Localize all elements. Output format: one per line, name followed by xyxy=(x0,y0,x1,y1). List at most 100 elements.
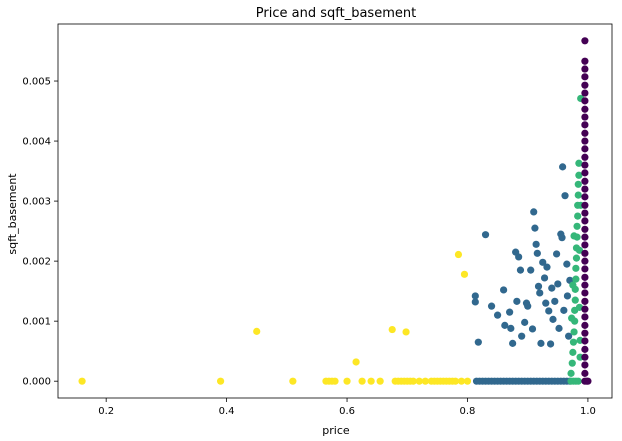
scatter-point xyxy=(563,292,572,300)
scatter-point xyxy=(581,177,589,185)
scatter-point xyxy=(575,171,583,179)
scatter-point xyxy=(493,311,502,319)
scatter-point xyxy=(506,308,514,316)
x-axis: 0.2 0.4 0.6 0.8 1.0 xyxy=(98,398,596,417)
y-tick-label: 0.005 xyxy=(22,77,51,88)
scatter-point xyxy=(537,339,545,347)
y-tick-label: 0.000 xyxy=(22,377,51,388)
scatter-point xyxy=(573,222,581,230)
y-tick-label: 0.001 xyxy=(22,317,51,328)
scatter-point xyxy=(343,377,351,385)
chart-title: Price and sqft_basement xyxy=(256,6,416,21)
scatter-point xyxy=(575,159,583,167)
scatter-point xyxy=(581,73,589,81)
scatter-point xyxy=(460,270,469,278)
scatter-point xyxy=(575,246,584,254)
scatter-point xyxy=(581,313,589,321)
scatter-point xyxy=(253,327,261,335)
scatter-point xyxy=(581,65,589,73)
scatter-point xyxy=(574,180,582,188)
scatter-point xyxy=(570,232,578,240)
scatter-point xyxy=(524,302,532,310)
scatter-point xyxy=(561,192,569,200)
scatter-point xyxy=(513,297,521,305)
scatter-point xyxy=(581,81,589,89)
scatter-point xyxy=(451,377,460,385)
scatter-point xyxy=(543,263,551,271)
x-tick-label: 0.2 xyxy=(98,406,114,417)
x-tick-label: 0.8 xyxy=(460,406,476,417)
scatter-point xyxy=(78,377,86,385)
scatter-point xyxy=(553,250,561,258)
scatter-point xyxy=(533,249,541,257)
scatter-point xyxy=(518,332,526,340)
scatter-point xyxy=(530,208,538,216)
scatter-point xyxy=(581,201,589,209)
scatter-point xyxy=(581,273,589,281)
scatter-point xyxy=(581,257,589,265)
scatter-point xyxy=(574,191,582,199)
y-axis: 0.000 0.001 0.002 0.003 0.004 0.005 xyxy=(22,77,58,388)
scatter-point xyxy=(549,315,557,323)
scatter-point xyxy=(581,89,589,97)
scatter-point xyxy=(584,377,592,385)
scatter-point xyxy=(569,338,578,346)
scatter-point xyxy=(581,129,589,137)
scatter-point xyxy=(516,266,525,274)
y-tick-label: 0.002 xyxy=(22,257,51,268)
scatter-point xyxy=(570,328,578,336)
scatter-point xyxy=(581,97,589,105)
scatter-point xyxy=(581,145,589,153)
scatter-point xyxy=(542,299,550,307)
scatter-point xyxy=(551,297,559,305)
scatter-point xyxy=(581,305,589,313)
scatter-point xyxy=(402,328,410,336)
scatter-point xyxy=(581,249,589,257)
scatter-point xyxy=(581,217,589,225)
scatter-point xyxy=(581,37,589,45)
scatter-point xyxy=(574,212,582,220)
scatter-point xyxy=(421,377,429,385)
scatter-point xyxy=(534,282,543,290)
points-layer xyxy=(78,37,592,385)
scatter-point xyxy=(581,337,589,345)
scatter-point xyxy=(415,377,423,385)
scatter-point xyxy=(581,353,589,361)
scatter-point xyxy=(457,377,466,385)
y-tick-label: 0.003 xyxy=(22,197,51,208)
x-tick-label: 0.4 xyxy=(219,406,235,417)
scatter-point xyxy=(559,163,567,171)
scatter-point xyxy=(581,321,589,329)
scatter-point xyxy=(569,348,577,356)
scatter-point xyxy=(532,240,540,248)
scatter-point xyxy=(581,153,589,161)
scatter-point xyxy=(539,258,547,266)
scatter-point xyxy=(558,234,566,242)
scatter-point xyxy=(487,302,496,310)
scatter-point xyxy=(331,377,339,385)
scatter-point xyxy=(581,161,589,169)
scatter-point xyxy=(581,281,589,289)
scatter-point xyxy=(515,253,523,261)
scatter-point xyxy=(528,325,537,333)
scatter-point xyxy=(568,314,576,322)
scatter-point xyxy=(474,338,482,346)
scatter-point xyxy=(352,358,360,366)
scatter-point xyxy=(507,324,515,332)
scatter-point xyxy=(572,275,580,283)
scatter-point xyxy=(555,324,563,332)
scatter-point xyxy=(581,57,589,65)
scatter-point xyxy=(571,296,579,304)
scatter-point xyxy=(289,377,297,385)
scatter-point xyxy=(463,377,472,385)
x-tick-label: 0.6 xyxy=(339,406,355,417)
scatter-point xyxy=(540,274,549,282)
scatter-point xyxy=(409,377,417,385)
scatter-point xyxy=(548,284,556,292)
scatter-point xyxy=(581,185,589,193)
scatter-point xyxy=(358,377,366,385)
scatter-point xyxy=(581,297,589,305)
scatter-point xyxy=(581,289,589,297)
scatter-point xyxy=(500,286,508,294)
scatter-point xyxy=(581,329,589,337)
